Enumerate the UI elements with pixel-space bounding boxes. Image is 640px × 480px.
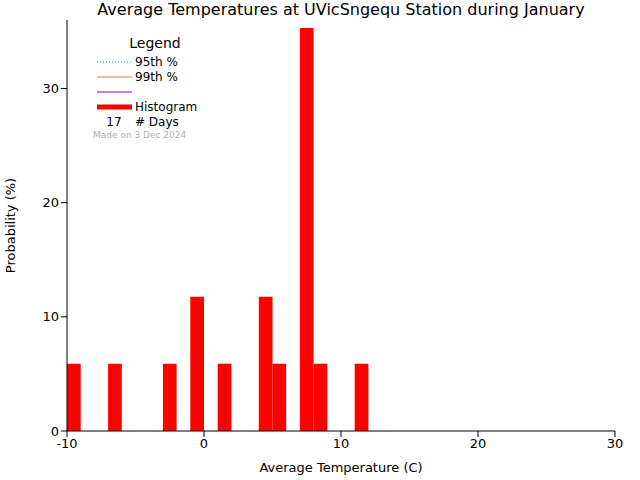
svg-text:10: 10 bbox=[333, 436, 350, 451]
svg-text:95th %: 95th % bbox=[135, 55, 178, 69]
svg-text:99th %: 99th % bbox=[135, 70, 178, 84]
svg-text:Probability (%): Probability (%) bbox=[8, 178, 18, 273]
svg-text:0: 0 bbox=[200, 436, 208, 451]
svg-text:30: 30 bbox=[42, 81, 59, 96]
svg-text:Made on 3 Dec 2024: Made on 3 Dec 2024 bbox=[93, 130, 187, 140]
svg-text:Average Temperature (C): Average Temperature (C) bbox=[259, 460, 422, 475]
svg-text:Legend: Legend bbox=[129, 35, 180, 51]
svg-text:30: 30 bbox=[607, 436, 624, 451]
svg-text:-10: -10 bbox=[56, 436, 77, 451]
svg-text:0: 0 bbox=[51, 424, 59, 439]
html-text:Average Temperatures at UVicSn: Average Temperatures at UVicSngequ Stati… bbox=[97, 0, 585, 19]
svg-text:17: 17 bbox=[106, 115, 121, 129]
svg-text:Histogram: Histogram bbox=[135, 100, 197, 114]
svg-text:10: 10 bbox=[42, 309, 59, 324]
svg-text:# Days: # Days bbox=[135, 115, 179, 129]
svg-text:20: 20 bbox=[470, 436, 487, 451]
svg-text:20: 20 bbox=[42, 195, 59, 210]
